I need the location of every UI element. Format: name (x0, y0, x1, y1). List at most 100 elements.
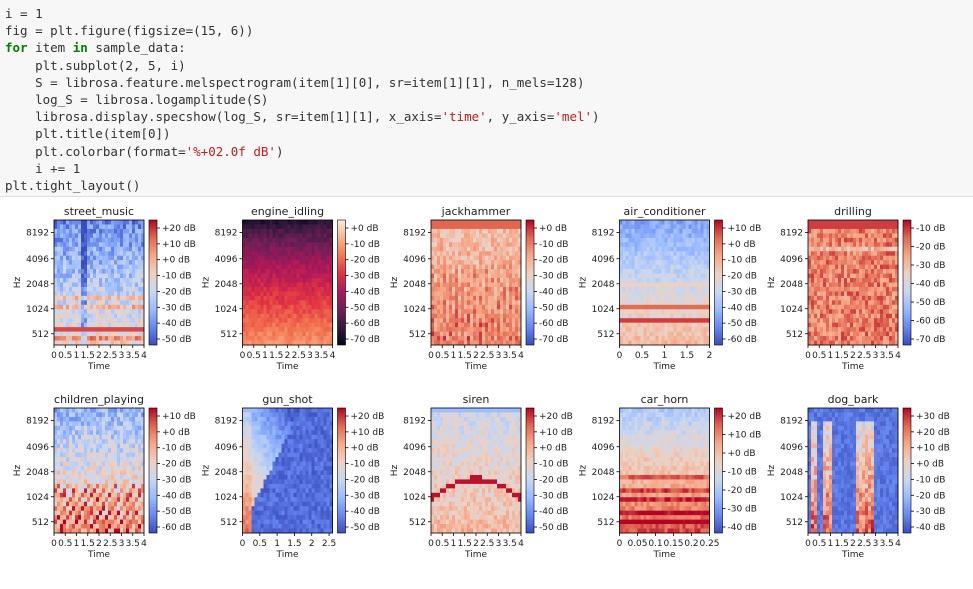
heatmap-cell (294, 300, 297, 305)
heatmap-cell (126, 265, 129, 270)
heatmap-cell (300, 238, 303, 243)
heatmap-cell (327, 291, 330, 296)
heatmap-cell (102, 430, 105, 435)
heatmap-cell (114, 305, 117, 310)
heatmap-cell (108, 247, 111, 252)
heatmap-cell (659, 300, 662, 305)
heatmap-cell (123, 475, 126, 480)
heatmap-cell (826, 332, 829, 337)
heatmap-cell (78, 462, 81, 467)
heatmap-cell (312, 220, 315, 225)
heatmap-cell (889, 274, 892, 279)
heatmap-cell (54, 314, 57, 319)
heatmap-cell (479, 314, 482, 319)
heatmap-cell (665, 269, 668, 274)
heatmap-cell (698, 260, 701, 265)
heatmap-cell (506, 256, 509, 261)
heatmap-cell (66, 327, 69, 332)
heatmap-cell (820, 265, 823, 270)
heatmap-cell (318, 224, 321, 229)
heatmap-cell (63, 309, 66, 314)
heatmap-cell (623, 278, 626, 283)
heatmap-cell (455, 242, 458, 247)
heatmap-cell (99, 238, 102, 243)
heatmap-cell (132, 430, 135, 435)
heatmap-cell (93, 220, 96, 225)
heatmap-cell (512, 318, 515, 323)
heatmap-cell (862, 229, 865, 234)
heatmap-cell (105, 220, 108, 225)
heatmap-cell (482, 332, 485, 337)
heatmap-cell (464, 256, 467, 261)
heatmap-cell (99, 327, 102, 332)
heatmap-cell (108, 417, 111, 422)
heatmap-cell (440, 314, 443, 319)
heatmap-cell (96, 224, 99, 229)
heatmap-cell (132, 323, 135, 328)
heatmap-cell (629, 233, 632, 238)
heatmap-cell (123, 247, 126, 252)
heatmap-cell (132, 417, 135, 422)
heatmap-cell (620, 287, 623, 292)
heatmap-cell (318, 247, 321, 252)
heatmap-cell (60, 479, 63, 484)
heatmap-cell (273, 224, 276, 229)
heatmap-cell (668, 287, 671, 292)
heatmap-cell (243, 300, 246, 305)
heatmap-cell (126, 247, 129, 252)
heatmap-cell (880, 247, 883, 252)
code-line: plt.colorbar(format='%+02.0f dB') (5, 144, 283, 159)
heatmap-cell (249, 224, 252, 229)
heatmap-cell (512, 269, 515, 274)
heatmap-cell (443, 229, 446, 234)
heatmap-cell (467, 305, 470, 310)
heatmap-cell (662, 229, 665, 234)
heatmap-cell (60, 260, 63, 265)
heatmap-cell (108, 224, 111, 229)
heatmap-cell (473, 278, 476, 283)
heatmap-cell (632, 224, 635, 229)
heatmap-cell (324, 260, 327, 265)
heatmap-cell (315, 247, 318, 252)
heatmap-cell (503, 300, 506, 305)
heatmap-cell (273, 220, 276, 225)
heatmap-cell (680, 309, 683, 314)
heatmap-cell (823, 251, 826, 256)
heatmap-cell (452, 238, 455, 243)
heatmap-cell (500, 251, 503, 256)
heatmap-cell (461, 260, 464, 265)
heatmap-cell (321, 238, 324, 243)
heatmap-cell (680, 314, 683, 319)
heatmap-cell (500, 265, 503, 270)
heatmap-cell (309, 296, 312, 301)
heatmap-cell (650, 323, 653, 328)
heatmap-cell (120, 305, 123, 310)
heatmap-cell (108, 332, 111, 337)
heatmap-cell (63, 408, 66, 413)
heatmap-cell (641, 309, 644, 314)
heatmap-cell (105, 269, 108, 274)
heatmap-cell (93, 462, 96, 467)
heatmap-cell (312, 305, 315, 310)
heatmap-cell (120, 265, 123, 270)
code-cell[interactable]: i = 1 fig = plt.figure(figsize=(15, 6)) … (0, 0, 973, 197)
heatmap-cell (440, 283, 443, 288)
heatmap-cell (129, 479, 132, 484)
heatmap-cell (114, 251, 117, 256)
heatmap-cell (461, 309, 464, 314)
heatmap-cell (458, 274, 461, 279)
heatmap-cell (440, 269, 443, 274)
heatmap-cell (446, 309, 449, 314)
heatmap-cell (683, 251, 686, 256)
heatmap-cell (327, 233, 330, 238)
heatmap-cell (123, 462, 126, 467)
heatmap-cell (105, 439, 108, 444)
heatmap-cell (497, 309, 500, 314)
heatmap-cell (69, 471, 72, 476)
heatmap-cell (66, 448, 69, 453)
heatmap-cell (674, 327, 677, 332)
heatmap-cell (865, 296, 868, 301)
heatmap-cell (835, 291, 838, 296)
heatmap-cell (108, 336, 111, 341)
code-editor[interactable]: i = 1 fig = plt.figure(figsize=(15, 6)) … (5, 5, 600, 194)
